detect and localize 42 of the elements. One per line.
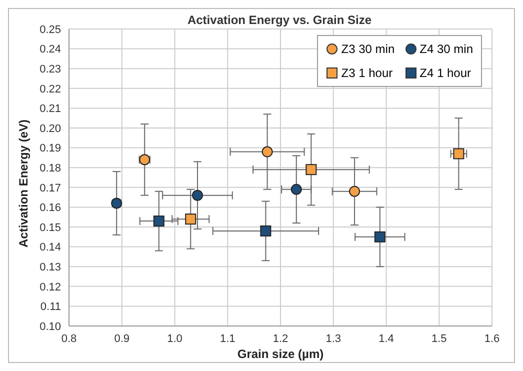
point (453, 148, 464, 160)
y-tick-label: 0.23 (40, 64, 61, 76)
x-tick-label: 1.6 (484, 332, 500, 345)
x-tick-label: 0.8 (61, 332, 77, 345)
x-tick-label: 0.9 (114, 332, 130, 345)
point (349, 186, 360, 197)
y-tick-label: 0.20 (40, 122, 61, 135)
legend-label: Z4 30 min (420, 42, 473, 56)
y-tick-label: 0.15 (40, 222, 61, 234)
x-tick-label: 1.5 (431, 332, 447, 345)
x-tick-label: 1.0 (167, 332, 182, 345)
y-tick-label: 0.14 (40, 242, 61, 254)
x-tick-label: 1.1 (220, 332, 236, 345)
y-tick-label: 0.12 (40, 281, 61, 294)
y-tick-label: 0.16 (40, 202, 61, 214)
point (306, 164, 317, 176)
legend-label: Z4 1 hour (420, 66, 472, 80)
y-tick-label: 0.10 (40, 320, 61, 333)
legend-label: Z3 30 min (341, 42, 395, 56)
y-tick-label: 0.11 (40, 301, 61, 314)
y-tick-label: 0.13 (40, 262, 61, 274)
y-axis-title: Activation Energy (eV) (16, 119, 30, 248)
legend-label: Z3 1 hour (341, 66, 393, 80)
y-tick-label: 0.24 (40, 44, 61, 56)
x-tick-label: 1.4 (378, 332, 394, 345)
point (185, 214, 196, 225)
point (374, 231, 386, 242)
y-tick-label: 0.19 (40, 142, 61, 155)
point (262, 146, 273, 158)
x-tick-label: 1.3 (326, 332, 342, 345)
y-tick-label: 0.18 (40, 162, 61, 175)
y-tick-label: 0.22 (40, 83, 61, 96)
y-tick-label: 0.21 (40, 103, 61, 116)
point (260, 225, 272, 236)
y-tick-label: 0.25 (40, 24, 61, 36)
point (192, 190, 203, 201)
x-tick-label: 1.2 (272, 332, 288, 345)
chart-title: Activation Energy vs. Grain Size (186, 13, 373, 27)
x-axis-title: Grain size (µm) (237, 347, 324, 361)
point (290, 184, 302, 195)
point (153, 216, 164, 227)
y-tick-label: 0.17 (40, 182, 61, 194)
